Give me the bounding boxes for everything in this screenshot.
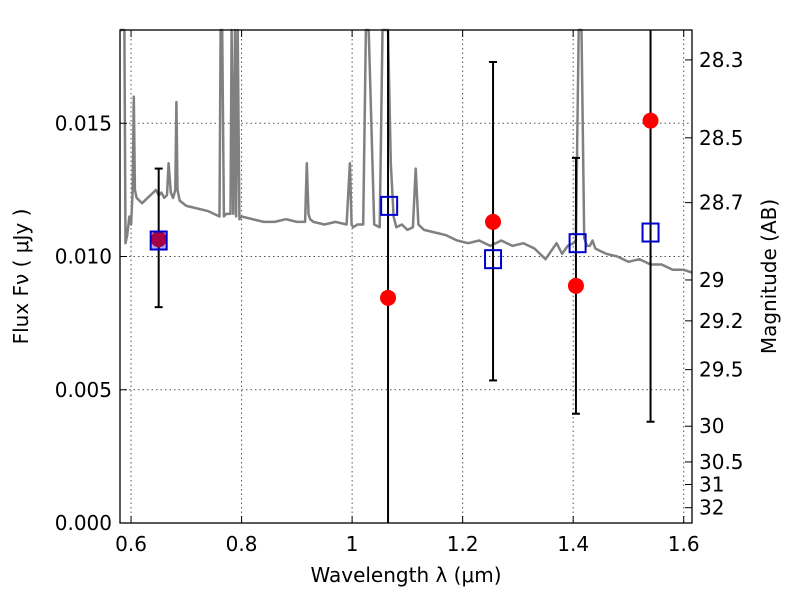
x-tick-label: 1.6 [668,532,700,556]
y-tick-label: 0.015 [55,111,112,135]
mag-tick-label: 31 [699,472,724,496]
observed-points [150,112,659,306]
y-tick-label: 0.005 [55,378,112,402]
y-tick-label: 0.000 [55,511,112,535]
x-tick-label: 1.2 [447,532,479,556]
axis-ticks: 0.6 0.8 1 1.2 1.4 1.6 0.000 0.005 0.010 0.015 28.3… [55,30,744,556]
mag-tick-label: 28.3 [699,48,744,72]
x-axis-label: Wavelength λ (μm) [310,563,501,587]
mag-tick-label: 29 [699,268,724,292]
observed-point [380,289,397,306]
mag-tick-label: 32 [699,496,724,520]
spectrum-line [120,28,693,274]
model-points [149,195,660,270]
x-tick-label: 0.8 [226,532,258,556]
observed-point [150,231,167,248]
mag-tick-label: 29.5 [699,358,744,382]
mag-tick-label: 28.7 [699,191,744,215]
right-y-axis-label: Magnitude (AB) [757,199,781,354]
mag-tick-label: 29.2 [699,309,744,333]
observed-point [485,213,502,230]
observed-point [567,277,584,294]
model-point [484,249,503,270]
x-tick-label: 1 [346,532,359,556]
y-tick-label: 0.010 [55,245,112,269]
mag-tick-label: 28.5 [699,126,744,150]
observed-point [642,112,659,129]
model-point [149,230,168,251]
model-spectrum [120,28,693,274]
mag-tick-label: 30 [699,414,724,438]
mag-tick-label: 30.5 [699,450,744,474]
plot-frame [119,29,693,524]
y-axis-label: Flux Fν ( μJy ) [9,209,33,345]
x-tick-label: 0.6 [115,532,147,556]
model-point [641,222,660,243]
grid-lines [120,30,692,523]
model-point [568,233,587,254]
model-point [380,195,399,216]
x-tick-label: 1.4 [557,532,589,556]
